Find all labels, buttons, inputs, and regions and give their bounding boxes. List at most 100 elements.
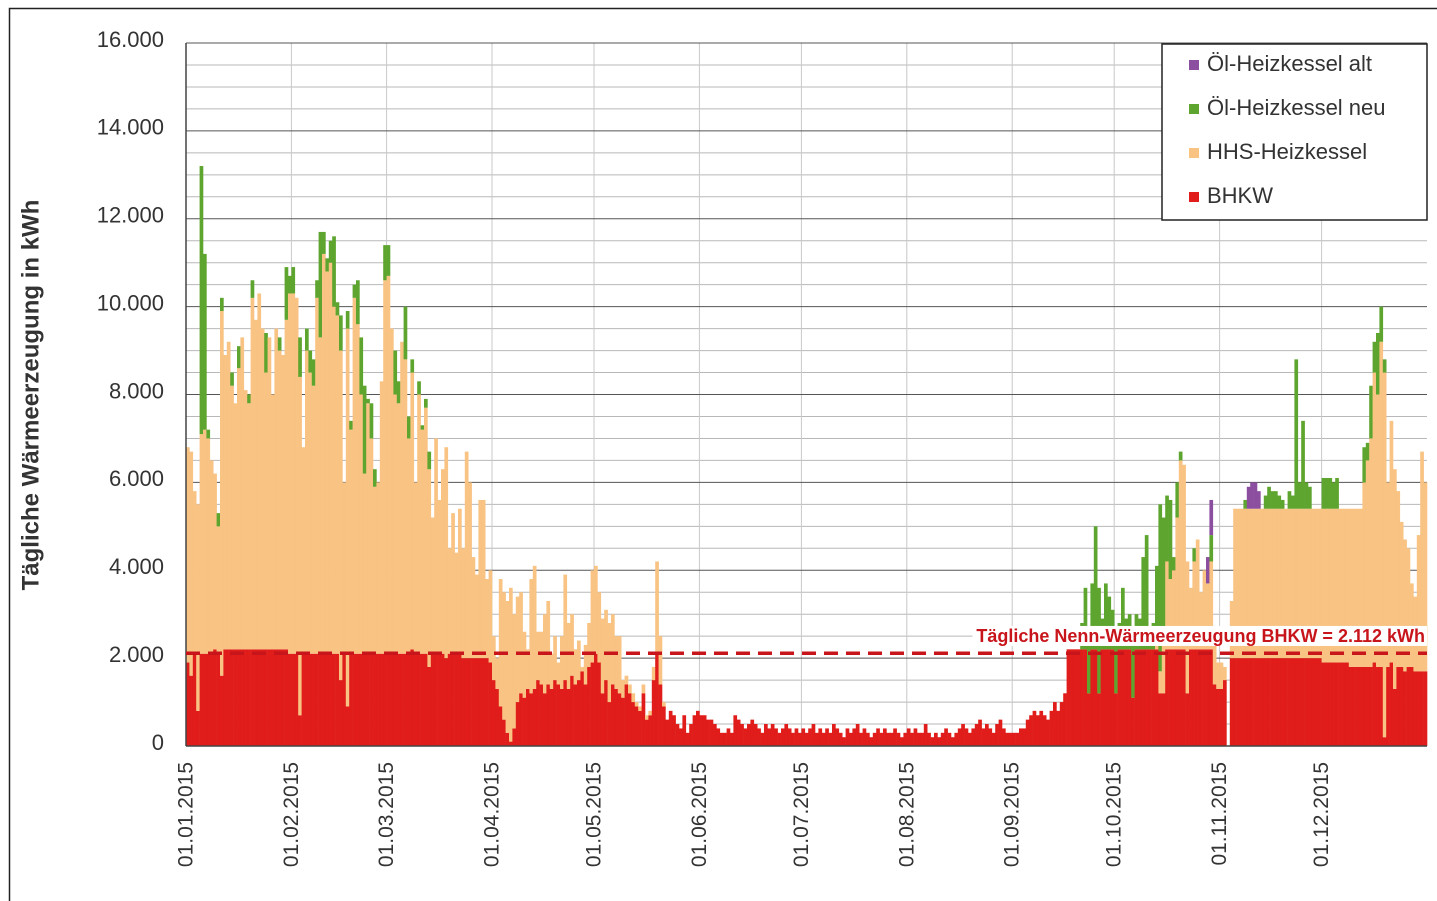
bar-segment [1348,666,1353,746]
bar-segment [335,302,340,316]
bar-segment [638,706,642,711]
bar-segment [478,658,483,746]
bar-segment [587,622,591,667]
bar-segment [757,728,761,746]
bar-segment [369,653,374,746]
bar-segment [675,724,680,746]
bar-segment [1376,394,1380,667]
bar-segment [1219,688,1224,746]
bar-segment [339,350,343,681]
bar-segment [852,728,857,746]
bar-segment [556,662,561,685]
bar-segment [539,684,544,746]
bar-segment [1403,539,1407,672]
bar-segment [1352,508,1356,667]
bar-segment [1168,649,1173,746]
y-axis-title: Tägliche Wärmeerzeugung in kWh [17,200,44,591]
bar-segment [1165,649,1169,746]
bar-segment [655,561,659,654]
bar-segment [1304,482,1309,509]
bar-segment [430,517,435,654]
bar-segment [254,319,258,650]
bar-segment [325,653,330,746]
bar-segment [1097,693,1101,746]
bar-segment [1209,535,1214,562]
bar-segment [247,403,251,650]
bar-segment [325,271,330,654]
bar-segment [420,653,425,746]
bar-segment [1369,666,1373,746]
bar-segment [356,324,360,654]
bar-segment [808,728,812,746]
bar-segment [512,614,517,729]
bar-segment [1144,649,1149,746]
bar-segment [271,394,275,650]
bar-segment [934,732,938,746]
bar-segment [944,728,948,746]
bar-segment [900,737,904,746]
bar-segment [206,429,211,439]
bar-segment [825,728,829,746]
bar-segment [505,601,510,733]
bar-segment [1386,666,1390,746]
y-tick-label: 0 [152,730,164,755]
x-tick-label: 01.09.2015 [1001,762,1024,867]
bar-segment [393,350,398,395]
bar-segment [376,482,381,654]
bar-segment [1267,486,1271,509]
bar-segment [1216,688,1220,746]
bar-segment [407,416,411,439]
bar-segment [1104,583,1108,650]
bar-segment [1308,658,1312,746]
bar-segment [1195,539,1200,650]
bar-segment [284,267,289,320]
bar-segment [893,728,897,746]
bar-segment [903,732,908,746]
bar-segment [1144,535,1149,650]
bar-segment [264,372,268,650]
bar-segment [1093,649,1098,746]
bar-segment [1389,420,1394,663]
y-tick-label: 4.000 [109,554,164,579]
bar-segment [1321,508,1326,663]
bar-segment [407,438,411,654]
bar-segment [1410,583,1414,667]
bar-segment [1100,649,1105,746]
bar-segment [662,702,666,707]
bar-segment [1379,306,1384,342]
bar-segment [267,337,272,650]
bar-segment [328,262,333,654]
bar-segment [716,728,721,746]
bar-segment [1192,561,1197,650]
bar-segment [940,732,945,746]
bar-segment [502,719,506,746]
bar-segment [740,724,744,746]
bar-segment [400,341,404,654]
bar-segment [505,732,510,746]
bar-segment [519,592,523,694]
x-tick-label: 01.07.2015 [790,762,813,867]
bar-segment [410,372,415,650]
bar-segment [318,337,323,654]
bar-segment [277,350,282,650]
bar-segment [1267,508,1271,659]
bar-segment [216,526,221,654]
bar-segment [651,680,656,746]
x-tick-label: 01.05.2015 [583,762,606,867]
bar-segment [233,403,238,650]
bar-segment [910,732,914,746]
bar-segment [451,513,455,654]
bar-segment [1325,662,1329,746]
bar-segment [417,381,421,395]
bar-segment [393,394,398,654]
bar-segment [1199,649,1203,746]
bar-segment [577,640,581,681]
bar-segment [519,693,523,746]
bar-segment [849,732,853,746]
bar-segment [1209,649,1214,746]
bar-segment [1063,693,1067,746]
bar-segment [237,649,241,746]
bar-segment [349,653,353,746]
bar-segment [1246,658,1251,746]
bar-segment [209,460,214,654]
